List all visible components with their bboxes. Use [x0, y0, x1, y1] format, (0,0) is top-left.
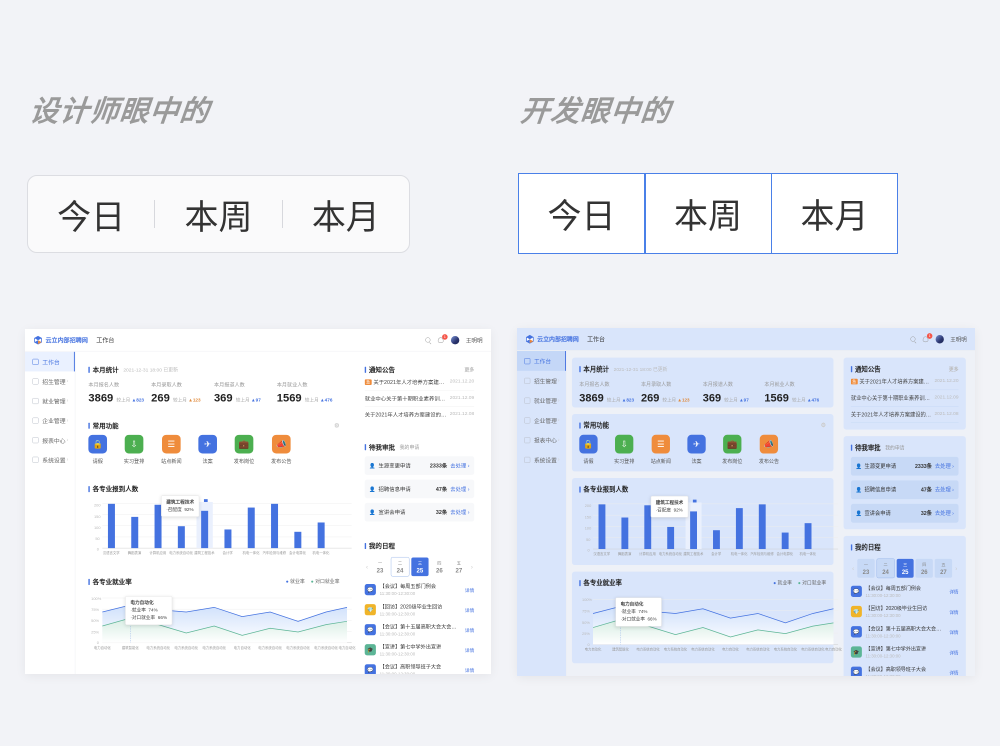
svg-text:0: 0 — [97, 640, 100, 645]
svg-text:电力系统自动化: 电力系统自动化 — [774, 647, 798, 652]
svg-text:计算机应用: 计算机应用 — [149, 550, 166, 555]
svg-text:50%: 50% — [91, 618, 99, 623]
svg-text:25%: 25% — [91, 629, 99, 634]
svg-text:会计电算化: 会计电算化 — [289, 550, 307, 555]
svg-text:汉语言文学: 汉语言文学 — [593, 551, 610, 556]
svg-text:机电一体化: 机电一体化 — [312, 550, 330, 555]
svg-text:建筑工程技术: 建筑工程技术 — [194, 550, 215, 555]
svg-text:电力系统自动化: 电力系统自动化 — [169, 550, 193, 555]
svg-text:机电一体化: 机电一体化 — [243, 550, 261, 555]
svg-text:舞蹈表演: 舞蹈表演 — [618, 551, 632, 556]
svg-text:75%: 75% — [582, 608, 590, 613]
svg-text:电力自动化: 电力自动化 — [234, 645, 252, 650]
svg-text:0: 0 — [588, 547, 591, 552]
svg-text:电力系统自动化: 电力系统自动化 — [659, 551, 683, 556]
svg-text:50%: 50% — [582, 620, 590, 625]
svg-text:电力系统自动化: 电力系统自动化 — [286, 645, 310, 650]
svg-text:电力系统自动化: 电力系统自动化 — [746, 647, 770, 652]
svg-text:100%: 100% — [582, 597, 592, 602]
svg-text:75%: 75% — [91, 607, 99, 612]
svg-text:计算机应用: 计算机应用 — [639, 551, 656, 556]
svg-text:舞蹈表演: 舞蹈表演 — [128, 550, 142, 555]
svg-text:电力系统自动化: 电力系统自动化 — [636, 647, 660, 652]
svg-text:机电一体化: 机电一体化 — [731, 551, 748, 556]
svg-text:汽车检测与维修: 汽车检测与维修 — [262, 550, 286, 555]
svg-text:电力自动化: 电力自动化 — [94, 645, 112, 650]
svg-text:电力系统自动化: 电力系统自动化 — [174, 645, 198, 650]
svg-text:25%: 25% — [582, 631, 590, 636]
svg-text:汽车检测与维修: 汽车检测与维修 — [750, 551, 774, 556]
svg-text:建筑工程技术: 建筑工程技术 — [683, 551, 704, 556]
svg-text:100: 100 — [585, 526, 592, 531]
svg-text:电力系统自动化: 电力系统自动化 — [258, 645, 282, 650]
svg-text:0: 0 — [97, 546, 100, 551]
svg-text:200: 200 — [94, 503, 101, 508]
svg-text:50: 50 — [586, 537, 591, 542]
svg-text:150: 150 — [585, 514, 592, 519]
svg-text:会计学: 会计学 — [711, 551, 722, 556]
svg-text:电力系统自动化: 电力系统自动化 — [146, 645, 170, 650]
svg-text:电力自动化: 电力自动化 — [585, 647, 602, 652]
svg-text:电力系统自动化: 电力系统自动化 — [664, 647, 688, 652]
svg-text:100%: 100% — [91, 596, 102, 601]
svg-text:200: 200 — [585, 503, 592, 508]
svg-text:150: 150 — [94, 514, 101, 519]
svg-text:电力系统自动化: 电力系统自动化 — [202, 645, 226, 650]
svg-text:50: 50 — [95, 536, 100, 541]
svg-text:机电一体化: 机电一体化 — [799, 551, 816, 556]
svg-text:100: 100 — [94, 525, 101, 530]
svg-text:电力自动化: 电力自动化 — [722, 647, 739, 652]
svg-text:汉语言文学: 汉语言文学 — [103, 550, 121, 555]
svg-text:电力系统自动化: 电力系统自动化 — [314, 645, 338, 650]
svg-text:电力系统自动化: 电力系统自动化 — [691, 647, 715, 652]
svg-text:电力系统自动化: 电力系统自动化 — [801, 647, 825, 652]
svg-text:建筑智能化: 建筑智能化 — [612, 647, 629, 652]
svg-text:会计学: 会计学 — [223, 550, 234, 555]
svg-text:建筑智能化: 建筑智能化 — [122, 645, 140, 650]
svg-text:会计电算化: 会计电算化 — [777, 551, 794, 556]
svg-text:0: 0 — [588, 642, 591, 647]
